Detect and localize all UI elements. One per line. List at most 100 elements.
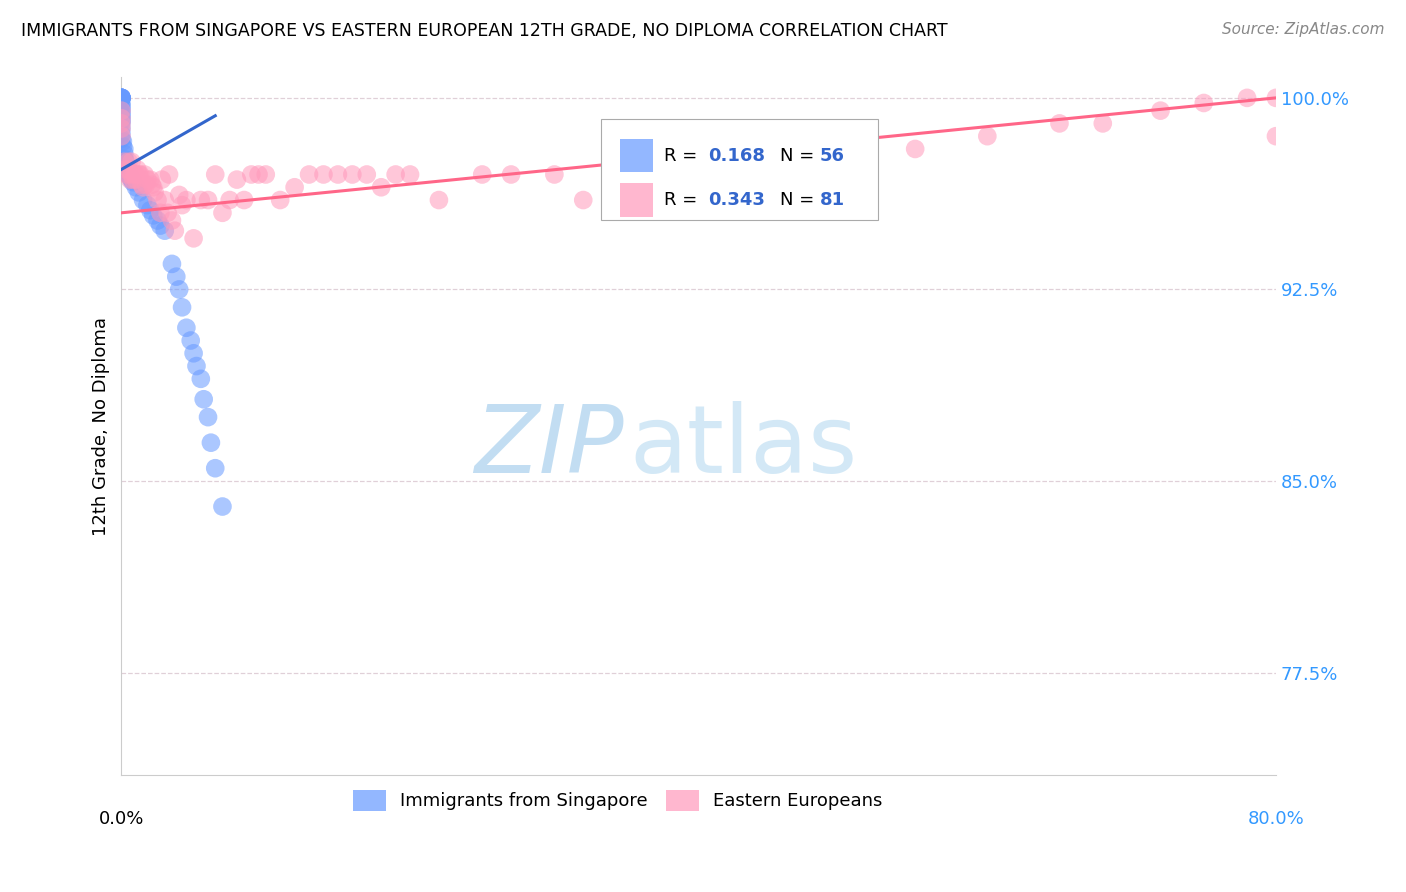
Point (146, 193, 169, 207)
Point (118, 162, 141, 177)
Point (128, 168, 150, 182)
Point (110, 112, 132, 126)
Point (197, 193, 219, 207)
Point (1236, 91, 1258, 105)
Point (471, 168, 494, 182)
Point (190, 372, 212, 386)
Point (110, 121, 132, 136)
Point (131, 178, 153, 192)
Point (501, 168, 523, 182)
Point (110, 109, 132, 123)
Point (125, 172, 148, 186)
Point (110, 129, 132, 144)
Point (572, 193, 595, 207)
Point (543, 168, 565, 182)
Point (122, 175, 145, 189)
Point (183, 231, 205, 245)
Point (247, 168, 270, 182)
Point (120, 169, 142, 184)
Text: R =: R = (664, 146, 703, 165)
Point (110, 103, 132, 118)
Point (284, 180, 307, 194)
Point (658, 193, 681, 207)
Point (269, 193, 291, 207)
Text: N =: N = (779, 146, 820, 165)
Point (180, 334, 202, 348)
Point (110, 127, 132, 141)
Point (165, 269, 187, 284)
Point (832, 154, 855, 169)
Text: 0.168: 0.168 (709, 146, 765, 165)
Point (127, 162, 149, 177)
Point (142, 208, 165, 222)
Point (167, 188, 190, 202)
Point (218, 193, 240, 207)
Point (342, 168, 364, 182)
Point (326, 168, 349, 182)
Point (170, 198, 193, 212)
Point (110, 116, 132, 130)
Point (156, 206, 179, 220)
Point (110, 95, 132, 110)
Point (688, 168, 710, 182)
Point (112, 142, 135, 156)
Point (298, 168, 321, 182)
Point (1265, 91, 1288, 105)
Point (183, 346, 205, 360)
Point (716, 180, 738, 194)
Y-axis label: 12th Grade, No Diploma: 12th Grade, No Diploma (93, 317, 110, 535)
Point (111, 134, 134, 148)
Point (114, 162, 136, 177)
Point (112, 147, 135, 161)
Point (118, 168, 141, 182)
Point (190, 193, 212, 207)
Text: ZIP: ZIP (474, 401, 624, 492)
Point (1049, 116, 1071, 130)
Point (163, 224, 186, 238)
Point (1265, 129, 1288, 144)
Point (312, 168, 335, 182)
Point (211, 206, 233, 220)
Point (399, 168, 422, 182)
Point (976, 129, 998, 144)
Point (112, 154, 135, 169)
Point (616, 193, 638, 207)
Point (370, 180, 392, 194)
Point (110, 91, 132, 105)
Text: 80.0%: 80.0% (1247, 811, 1305, 829)
Point (134, 168, 156, 182)
Point (110, 116, 132, 130)
Text: atlas: atlas (630, 401, 858, 493)
Point (115, 168, 138, 182)
Point (112, 152, 135, 166)
Point (132, 180, 155, 194)
Point (114, 154, 136, 169)
Point (110, 112, 132, 126)
Point (146, 213, 169, 227)
Point (125, 168, 148, 182)
Point (384, 168, 406, 182)
Point (110, 113, 132, 128)
Point (904, 142, 927, 156)
Point (136, 172, 159, 186)
Point (1149, 103, 1171, 118)
Point (128, 186, 150, 200)
Point (1091, 116, 1114, 130)
Point (141, 178, 163, 192)
Point (110, 91, 132, 105)
Point (193, 392, 215, 407)
Point (110, 91, 132, 105)
Point (114, 160, 136, 174)
Point (176, 320, 198, 334)
Point (211, 500, 233, 514)
Point (122, 172, 145, 186)
Point (110, 91, 132, 105)
Point (110, 91, 132, 105)
Point (1192, 95, 1215, 110)
Point (121, 168, 143, 182)
Point (170, 301, 193, 315)
Point (132, 193, 155, 207)
Point (118, 165, 141, 179)
Point (142, 180, 165, 194)
Point (139, 203, 162, 218)
